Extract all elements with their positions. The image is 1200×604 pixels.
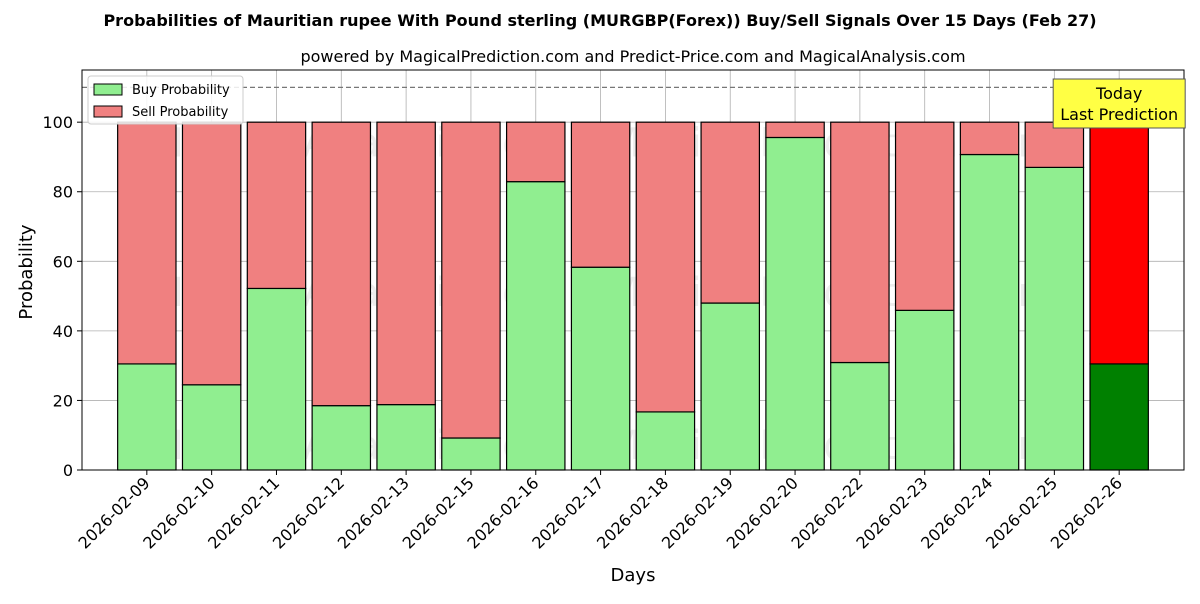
- buy-bar: [570, 266, 631, 471]
- legend-label: Buy Probability: [132, 83, 230, 98]
- buy-bar: [894, 309, 955, 471]
- buy-bar: [765, 136, 825, 471]
- legend-box: [87, 75, 244, 125]
- sell-bar: [1089, 121, 1149, 365]
- buy-bar: [505, 181, 566, 471]
- sell-bar: [311, 121, 372, 407]
- y-tick-label: 60: [53, 252, 73, 271]
- sell-bar: [181, 121, 242, 386]
- plot-frame: [81, 69, 1185, 471]
- sell-bar: [765, 121, 825, 139]
- annotation-box: [1052, 78, 1186, 129]
- chart-title: Probabilities of Mauritian rupee With Po…: [103, 11, 1096, 30]
- sell-bar: [894, 121, 955, 311]
- y-tick-label: 100: [42, 113, 73, 132]
- legend-swatch: [93, 83, 123, 96]
- buy-bar: [959, 153, 1020, 471]
- y-tick-label: 20: [53, 391, 73, 410]
- sell-bar: [376, 121, 436, 406]
- legend-swatch: [93, 105, 123, 118]
- sell-bar: [1024, 121, 1085, 168]
- buy-bar: [376, 404, 436, 471]
- legend-label: Sell Probability: [132, 105, 229, 120]
- sell-bar: [570, 121, 631, 268]
- buy-bar: [246, 287, 307, 471]
- sell-bar: [505, 121, 566, 183]
- sell-bar: [700, 121, 761, 304]
- buy-bar: [635, 411, 696, 471]
- chart-subtitle: powered by MagicalPrediction.com and Pre…: [300, 47, 965, 66]
- sell-bar: [246, 121, 307, 290]
- annotation-text: Today: [1095, 84, 1142, 103]
- buy-bar: [117, 363, 177, 471]
- annotation-text: Last Prediction: [1060, 105, 1178, 124]
- sell-bar: [959, 121, 1020, 156]
- buy-bar: [181, 384, 242, 471]
- x-axis-label: Days: [611, 565, 656, 586]
- buy-bar: [311, 405, 372, 471]
- y-tick-label: 0: [63, 461, 73, 480]
- buy-bar: [441, 437, 501, 471]
- sell-bar: [117, 121, 177, 365]
- buy-bar: [1024, 166, 1085, 471]
- y-axis-label: Probability: [16, 224, 37, 319]
- sell-bar: [830, 121, 890, 364]
- buy-bar: [830, 361, 890, 471]
- sell-bar: [441, 121, 501, 439]
- y-tick-label: 80: [53, 183, 73, 202]
- sell-bar: [635, 121, 696, 413]
- buy-bar: [1089, 363, 1149, 471]
- buy-bar: [700, 302, 761, 471]
- y-tick-label: 40: [53, 322, 73, 341]
